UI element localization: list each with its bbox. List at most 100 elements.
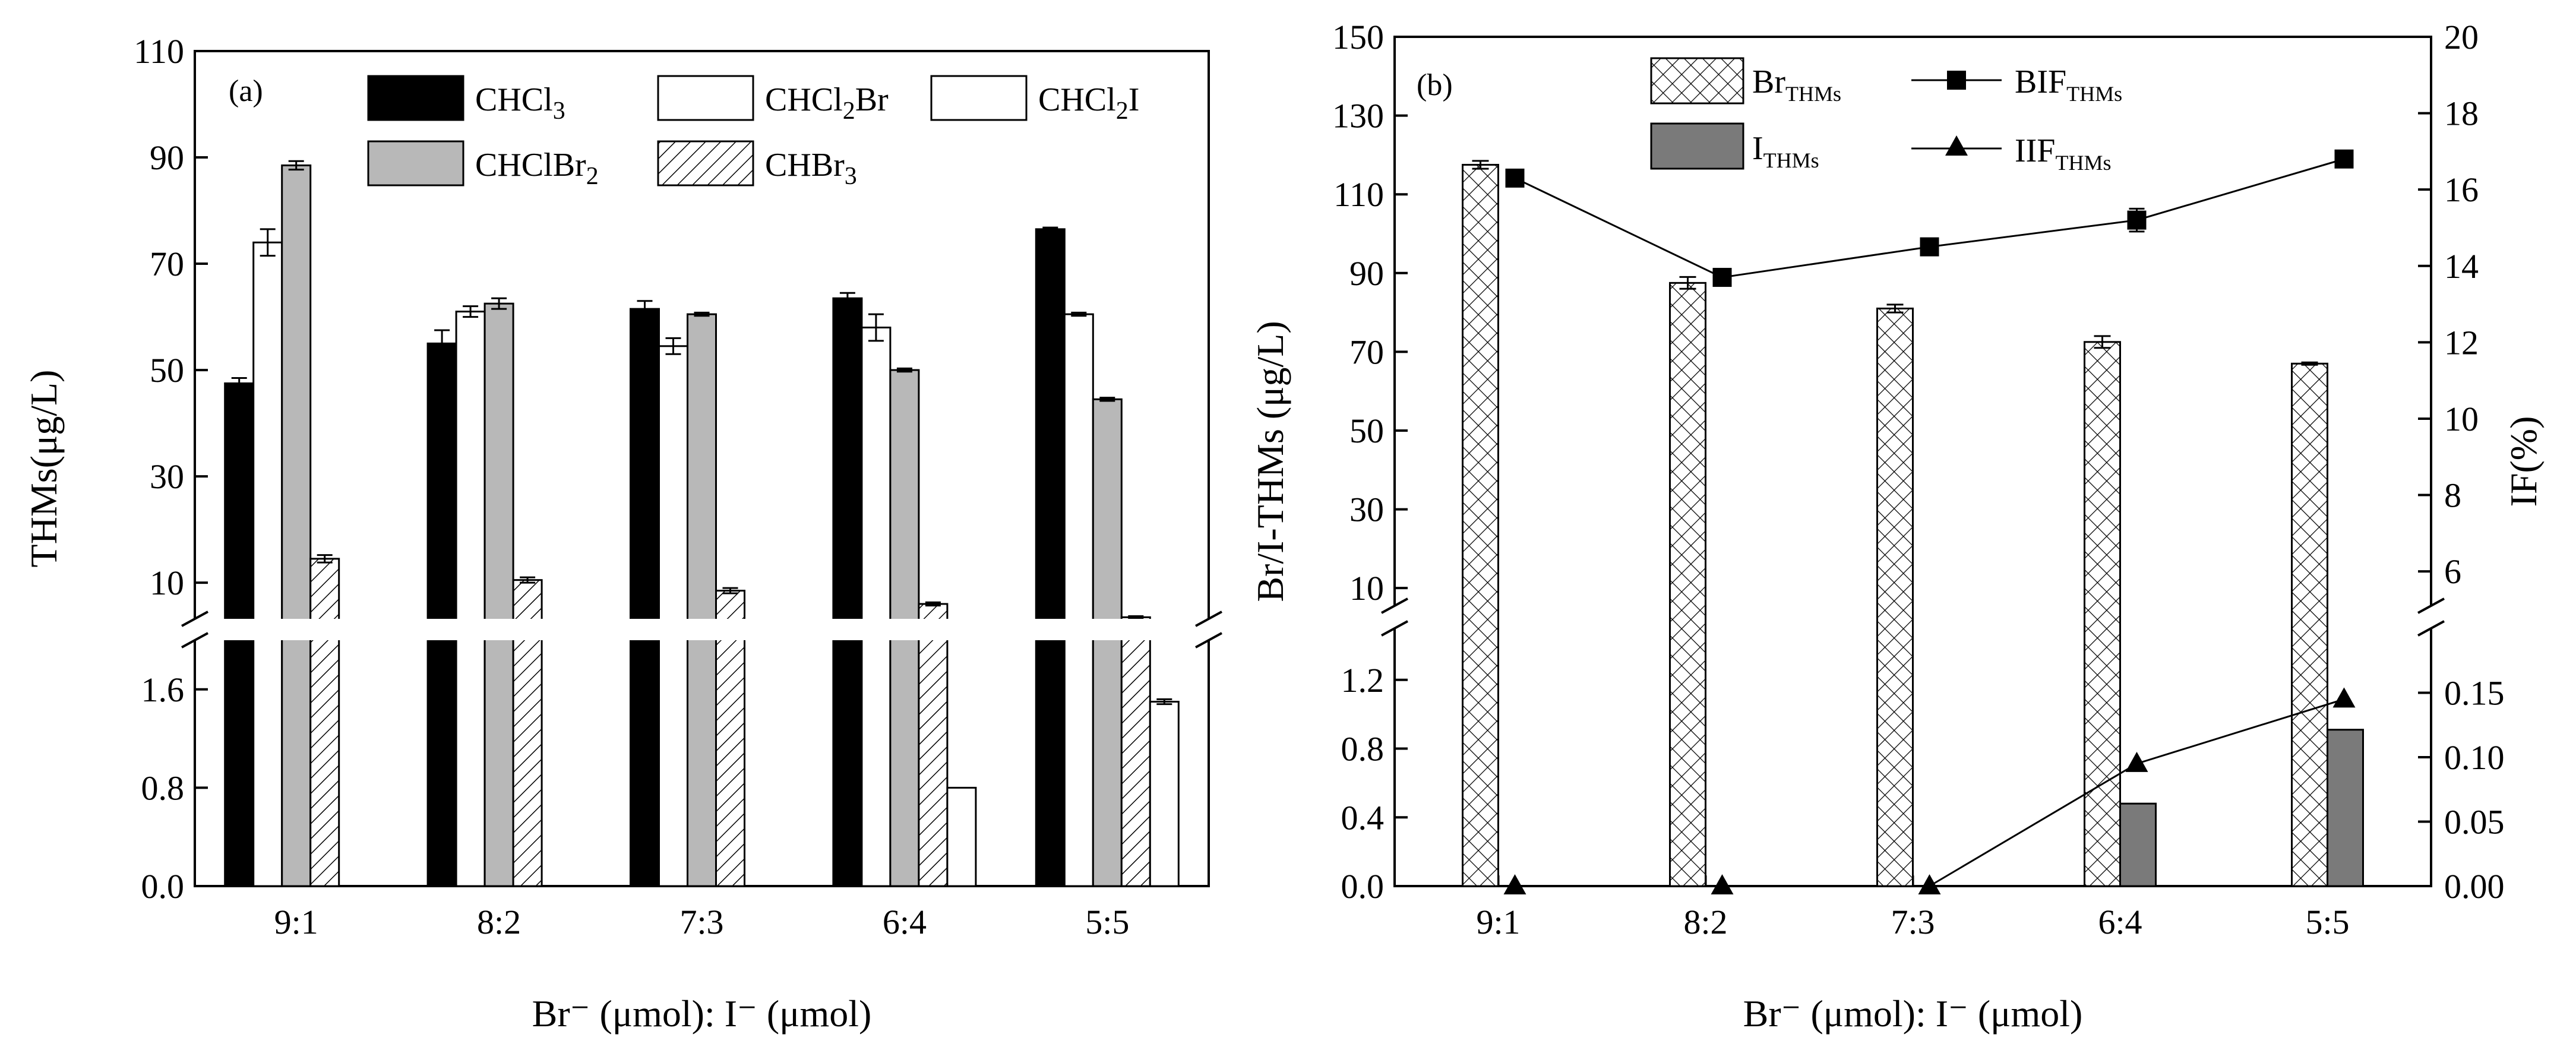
x-tick-label: 6:4 [883,903,927,941]
y-left-tick-label: 0.4 [1341,798,1385,837]
bar-BrTHMs-break [1670,606,1706,628]
bar-BrTHMs-break [1877,606,1913,628]
y-right-tick-label: 14 [2444,247,2479,286]
bar-CHCl2Br [455,311,486,887]
legend-swatch-CHCl3 [367,75,464,121]
bar-CHClBr2 [687,313,717,887]
axis-break-mark [2417,597,2445,614]
marker-IIFTHMs [2332,687,2356,708]
y-tick-label: 10 [150,564,184,602]
y-right-tick-label: 0.10 [2444,738,2505,777]
bar-CHBr3 [1120,616,1151,887]
x-tick-label: 7:3 [679,903,723,941]
bar-CHBr3 [309,558,340,887]
y-left-tick-label: 50 [1349,412,1384,450]
x-axis-title: Br⁻ (μmol): I⁻ (μmol) [1743,992,2083,1035]
legend-label-CHCl2I: CHCl2I [1038,81,1139,125]
bar-BrTHMs [1462,163,1499,887]
marker-BIFTHMs [1505,168,1525,188]
bar-BrTHMs-break [1462,606,1499,628]
bar-CHCl2Br [861,326,892,887]
axis-break-mark [181,611,208,627]
y-right-tick-label: 6 [2444,552,2461,591]
marker-IIFTHMs [1918,874,1941,894]
legend-label-CHBr3: CHBr3 [765,147,857,190]
x-tick-label: 9:1 [1476,903,1520,941]
bar-CHCl3 [1035,228,1066,887]
y-right-tick-label: 0.00 [2444,867,2505,906]
axis-break-mark [2417,620,2445,637]
y-tick-label: 0.0 [141,867,185,906]
x-tick-label: 9:1 [274,903,318,941]
bar-CHClBr2 [281,164,312,887]
legend-label-CHCl3: CHCl3 [475,81,565,125]
y-right-tick-label: 18 [2444,94,2479,133]
legend-marker-IIFTHMs [1945,135,1968,156]
axis-break-mark [1381,597,1408,614]
axis-break-gap [171,619,1232,640]
bar-CHCl2Br [1063,313,1094,887]
marker-BIFTHMs [2127,210,2147,230]
legend-swatch-CHCl2I [930,75,1028,121]
panel-label: (b) [1417,68,1453,102]
legend-swatch-CHCl2Br [657,75,754,121]
x-tick-label: 5:5 [2305,903,2349,941]
y-tick-label: 70 [150,245,184,283]
legend-label-ITHMs: ITHMs [1752,130,1819,172]
x-tick-label: 8:2 [1683,903,1727,941]
legend-label-CHCl2Br: CHCl2Br [765,81,889,125]
panel-b: 10 30 50 70 90 110 130 150 0.0 0.4 0.8 1.2 6 8 10 12 14 1… [1249,18,2545,1035]
x-tick-label: 8:2 [477,903,521,941]
legend-label-BIFTHMs: BIFTHMs [2015,64,2122,106]
y-right-tick-label: 20 [2444,18,2479,56]
y-left-tick-label: 10 [1349,569,1384,608]
bar-CHCl2Br [252,241,283,887]
y-tick-label: 0.8 [141,768,185,807]
legend-label-CHClBr2: CHClBr2 [475,147,599,190]
y-left-tick-label: 0.8 [1341,730,1385,768]
legend-swatch-CHClBr2 [367,140,464,186]
panel-a: 10 30 50 70 90 110 0.0 0.8 1.6 9:1 8:2 7:3 6:4 5:5 (a)… [23,32,1232,1035]
marker-BIFTHMs [2334,149,2354,169]
y-tick-label: 1.6 [141,671,185,709]
bar-CHCl2Br [658,345,688,887]
axis-break-mark [1195,611,1222,627]
legend-swatch-BrTHMs [1650,57,1744,105]
x-tick-label: 6:4 [2098,903,2142,941]
bar-CHClBr2 [1092,398,1123,887]
panel-label: (a) [229,74,263,108]
line-BIFTHMs [1514,158,2344,279]
y-tick-label: 110 [134,32,184,71]
marker-IIFTHMs [1711,874,1734,894]
marker-BIFTHMs [1712,268,1732,287]
y-left-tick-label: 70 [1349,333,1384,371]
y-left-tick-label: 90 [1349,254,1384,293]
bar-CHCl3 [426,342,457,887]
y-right-axis-title: IF(%) [2502,416,2545,507]
legend-label-IIFTHMs: IIFTHMs [2015,132,2111,175]
bar-CHClBr2 [483,302,514,887]
y-left-tick-label: 1.2 [1341,661,1385,700]
y-left-tick-label: 130 [1332,97,1384,135]
bar-BrTHMs [1669,282,1706,887]
y-right-tick-label: 0.05 [2444,803,2505,842]
y-left-tick-label: 30 [1349,491,1384,529]
bar-BrTHMs-break [2084,606,2120,628]
y-left-tick-label: 0.0 [1341,867,1385,906]
bar-BrTHMs-break [2291,606,2328,628]
x-tick-label: 7:3 [1891,903,1935,941]
y-left-tick-label: 110 [1333,175,1384,214]
bar-CHBr3 [918,603,949,887]
y-right-tick-label: 8 [2444,476,2461,515]
axis-break-mark [1195,632,1222,649]
legend-swatch-CHBr3 [657,140,754,186]
bar-ITHMs [2119,802,2157,887]
legend-label-BrTHMs: BrTHMs [1752,64,1841,106]
y-left-axis-title: Br/I-THMs (μg/L) [1249,321,1291,602]
bar-CHCl3 [832,297,863,887]
x-axis-title: Br⁻ (μmol): I⁻ (μmol) [532,992,872,1035]
y-right-tick-label: 10 [2444,400,2479,438]
y-right-tick-label: 16 [2444,170,2479,209]
y-tick-label: 50 [150,351,184,390]
